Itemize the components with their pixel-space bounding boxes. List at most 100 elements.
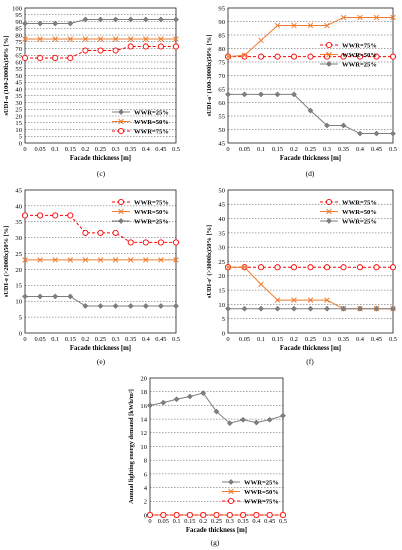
x-tick-label: 0.45	[371, 336, 382, 343]
y-tick-label: 85	[218, 32, 225, 39]
data-point	[158, 303, 164, 309]
data-point	[323, 264, 331, 271]
data-point	[67, 293, 74, 300]
plot-frame	[24, 7, 177, 144]
data-point	[173, 16, 179, 23]
data-point	[143, 257, 149, 263]
data-point	[291, 297, 297, 303]
data-point	[173, 396, 180, 403]
legend-label: WWR=25%	[342, 61, 377, 68]
data-point	[157, 239, 164, 246]
legend-label: WWR=25%	[134, 218, 169, 225]
data-point	[240, 511, 247, 519]
y-tick-label: 55	[218, 113, 225, 120]
data-point	[389, 264, 397, 271]
legend-marker	[326, 218, 332, 224]
x-tick-label: 0.3	[323, 336, 331, 343]
x-tick-label: 0.25	[95, 146, 106, 153]
x-tick-label: 0.05	[239, 336, 250, 343]
x-tick-label: 0.05	[239, 146, 250, 153]
y-tick-label: 15	[218, 288, 225, 295]
data-point	[82, 303, 89, 309]
y-tick-label: 0	[222, 330, 226, 337]
data-point	[112, 303, 119, 309]
data-point	[37, 212, 44, 219]
x-tick-label: 0.2	[290, 336, 298, 343]
legend-label: WWR=50%	[342, 209, 377, 216]
data-point	[82, 16, 89, 23]
legend-label: WWR=75%	[244, 498, 279, 505]
legend-marker	[118, 118, 124, 125]
y-tick-label: 30	[15, 235, 22, 242]
data-point	[240, 416, 246, 423]
x-tick-label: 0.4	[252, 518, 261, 525]
data-point	[274, 264, 281, 271]
data-point	[127, 257, 134, 263]
x-tick-label: 0.5	[172, 336, 180, 343]
y-tick-label: 40	[15, 86, 22, 93]
y-tick-label: 14	[140, 417, 147, 424]
y-tick-label: 40	[15, 203, 22, 210]
x-tick-label: 0.45	[155, 336, 166, 343]
y-tick-label: 10	[15, 127, 22, 134]
data-point	[241, 52, 248, 59]
x-tick-label: 0.15	[65, 336, 76, 343]
x-tick-label: 0.35	[338, 146, 349, 153]
y-tick-label: 30	[15, 100, 22, 107]
y-tick-label: 6	[144, 471, 148, 478]
data-point	[172, 43, 180, 50]
data-point	[52, 36, 58, 42]
data-point	[258, 91, 264, 98]
chart-panel-d: 45 50 55 60 65 70 75 80 85 90 95 0 0.05 0.1 0.15 0.2 0.2…	[206, 5, 397, 178]
data-point	[213, 408, 220, 415]
y-tick-label: 50	[218, 127, 225, 134]
data-point	[147, 402, 153, 409]
x-tick-label: 0.3	[112, 336, 120, 343]
data-point	[160, 511, 167, 519]
y-axis-title: Annual lighting energy demand [kWh/m²]	[128, 389, 135, 504]
data-point	[390, 14, 396, 21]
data-point	[324, 122, 330, 129]
y-tick-label: 20	[218, 273, 225, 280]
x-tick-label: 0.15	[272, 146, 283, 153]
data-point	[291, 22, 297, 29]
data-point	[97, 229, 104, 236]
x-tick-label: 0	[226, 146, 229, 153]
data-point	[241, 305, 248, 312]
legend-marker	[117, 198, 125, 206]
x-tick-label: 0.5	[389, 336, 397, 343]
data-point	[158, 36, 164, 42]
data-point	[112, 229, 119, 236]
data-point	[226, 511, 233, 519]
data-point	[266, 416, 273, 423]
legend: WWR=75% WWR=50% WWR=25%	[320, 41, 377, 68]
y-tick-label: 15	[15, 283, 22, 290]
data-point	[142, 43, 149, 50]
y-tick-label: 18	[140, 389, 147, 396]
data-point	[213, 511, 220, 519]
legend-marker	[326, 61, 332, 67]
x-tick-label: 0.3	[323, 146, 331, 153]
data-point	[390, 305, 396, 312]
chart-panel-f: 0 5 10 15 20 25 30 35 40 45 50 0 0.05 0.1 0.15 0.2 0.25 0…	[206, 187, 397, 366]
series-wwr-25-	[225, 91, 396, 137]
data-point	[22, 293, 28, 300]
series-wwr-75-	[146, 511, 287, 519]
y-tick-label: 65	[15, 53, 22, 60]
data-point	[307, 305, 314, 312]
data-point	[225, 305, 231, 312]
y-axis-title: sUDI-e' (>3000lx)50% [%]	[206, 225, 213, 298]
x-tick-label: 0.35	[125, 146, 136, 153]
legend-label: WWR=75%	[134, 199, 169, 206]
data-point	[290, 53, 298, 60]
legend-label: WWR=75%	[342, 199, 377, 206]
data-point	[307, 107, 314, 114]
legend-marker	[227, 497, 235, 505]
x-tick-label: 0.1	[257, 146, 265, 153]
y-tick-label: 10	[15, 299, 22, 306]
plot-frame	[24, 189, 177, 334]
y-tick-label: 25	[218, 259, 225, 266]
legend-marker	[118, 218, 124, 224]
data-point	[22, 20, 28, 27]
